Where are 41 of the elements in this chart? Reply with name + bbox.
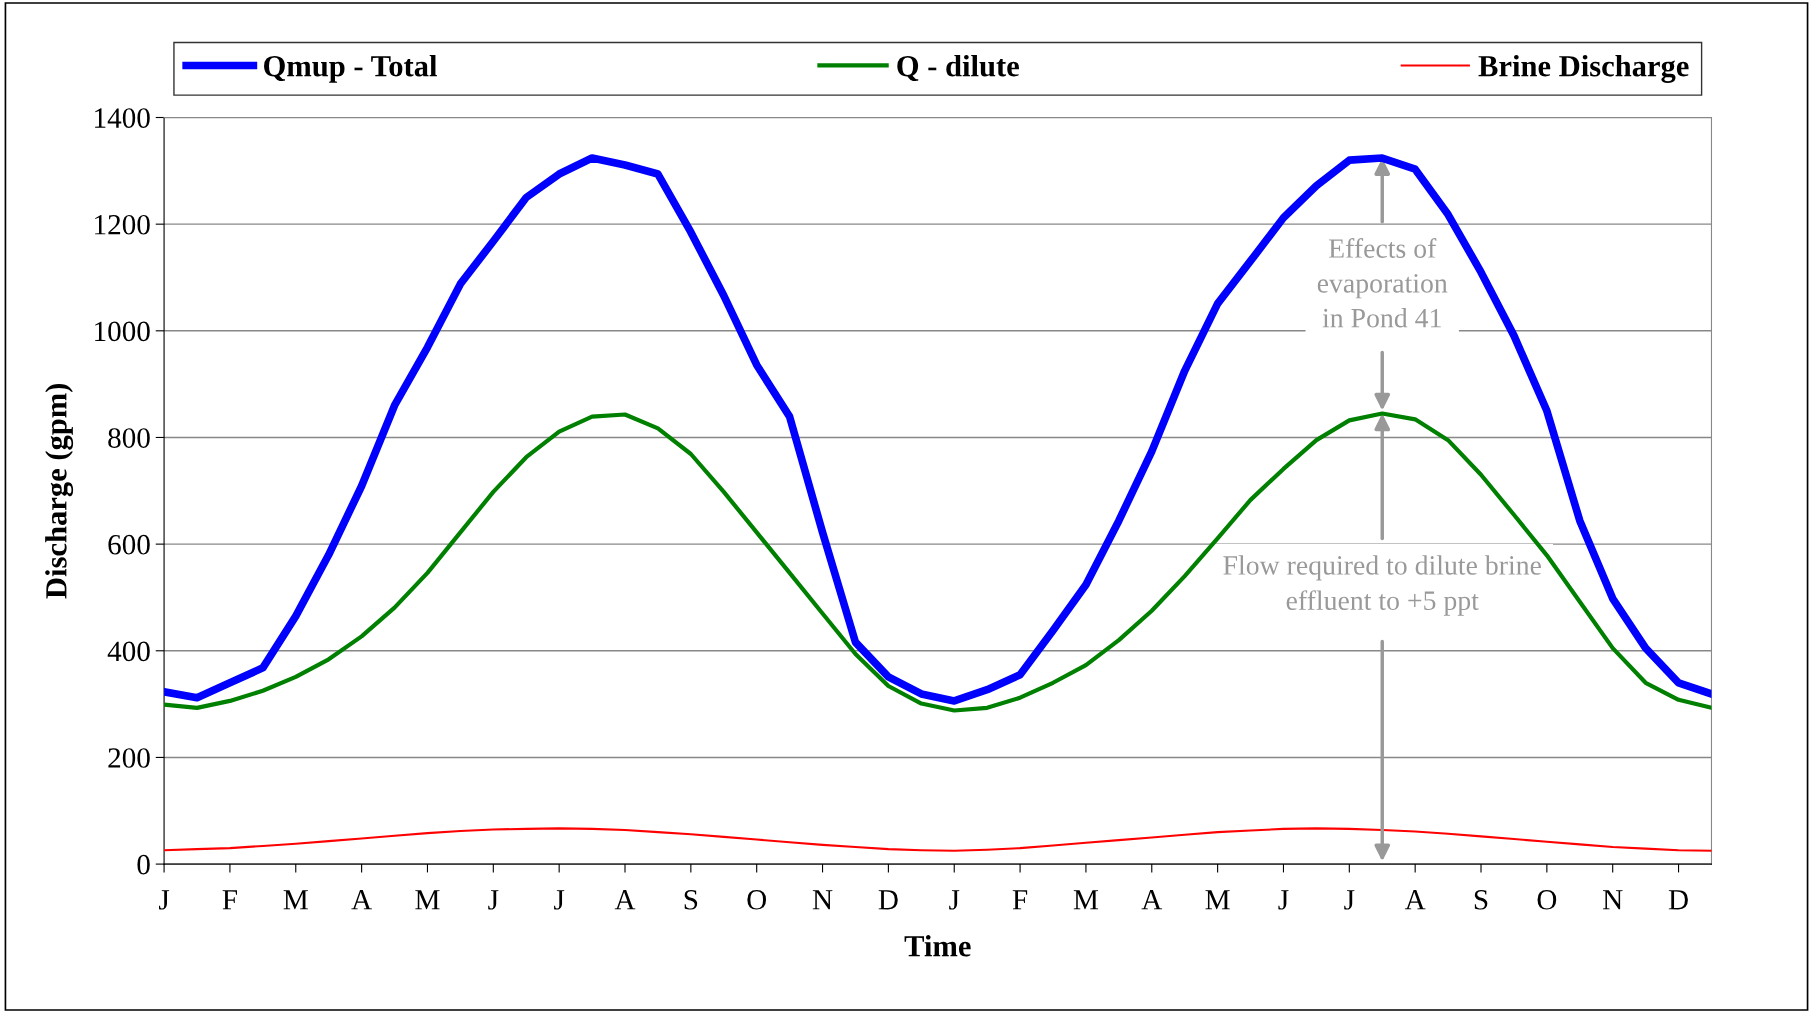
- x-tick-label: F: [222, 890, 237, 910]
- x-axis-title: Time: [904, 934, 971, 957]
- y-tick-label: 600: [108, 534, 150, 555]
- x-tick-label: J: [554, 890, 565, 910]
- line-series: [164, 827, 1712, 852]
- y-tick-label: 200: [108, 748, 150, 768]
- legend-label: Qmup - Total: [264, 54, 437, 83]
- annotation: Effects of evaporation in Pond 41: [1317, 238, 1448, 328]
- x-tick-label: A: [614, 890, 636, 910]
- x-tick-label: F: [1012, 890, 1028, 910]
- x-tick-label: S: [1474, 890, 1488, 910]
- x-tick-label: N: [812, 890, 833, 910]
- legend-label: Q - dilute: [897, 54, 1019, 82]
- annotation: Flow required to dilute brine effluent to +5 ppt: [1223, 555, 1541, 616]
- y-tick-label: 1400: [95, 108, 150, 128]
- x-tick-label: J: [1344, 890, 1355, 910]
- x-tick-label: S: [684, 890, 698, 910]
- y-tick-label: 1200: [95, 214, 150, 235]
- x-tick-label: J: [949, 890, 960, 910]
- x-tick-label: O: [747, 890, 767, 910]
- y-tick-label: 800: [108, 428, 150, 448]
- x-tick-label: N: [1603, 890, 1623, 910]
- legend-label: Brine Discharge: [1478, 54, 1689, 83]
- y-tick-label: 400: [107, 641, 150, 662]
- x-tick-label: D: [1668, 890, 1688, 910]
- x-tick-label: D: [878, 890, 898, 910]
- x-tick-label: J: [488, 890, 499, 910]
- x-tick-label: J: [159, 890, 170, 910]
- line-series: [164, 411, 1712, 713]
- x-tick-label: A: [1404, 890, 1426, 910]
- x-tick-label: M: [415, 890, 440, 910]
- x-tick-label: O: [1537, 890, 1557, 910]
- y-tick-label: 0: [137, 854, 150, 875]
- x-tick-label: M: [1205, 890, 1230, 910]
- x-tick-label: J: [1278, 890, 1289, 910]
- x-tick-label: A: [351, 890, 372, 910]
- y-tick-label: 1000: [95, 321, 150, 342]
- x-tick-label: A: [1141, 890, 1163, 910]
- x-tick-label: M: [1073, 890, 1099, 910]
- x-tick-label: M: [283, 890, 308, 910]
- y-axis-title: Discharge (gpm): [45, 383, 74, 599]
